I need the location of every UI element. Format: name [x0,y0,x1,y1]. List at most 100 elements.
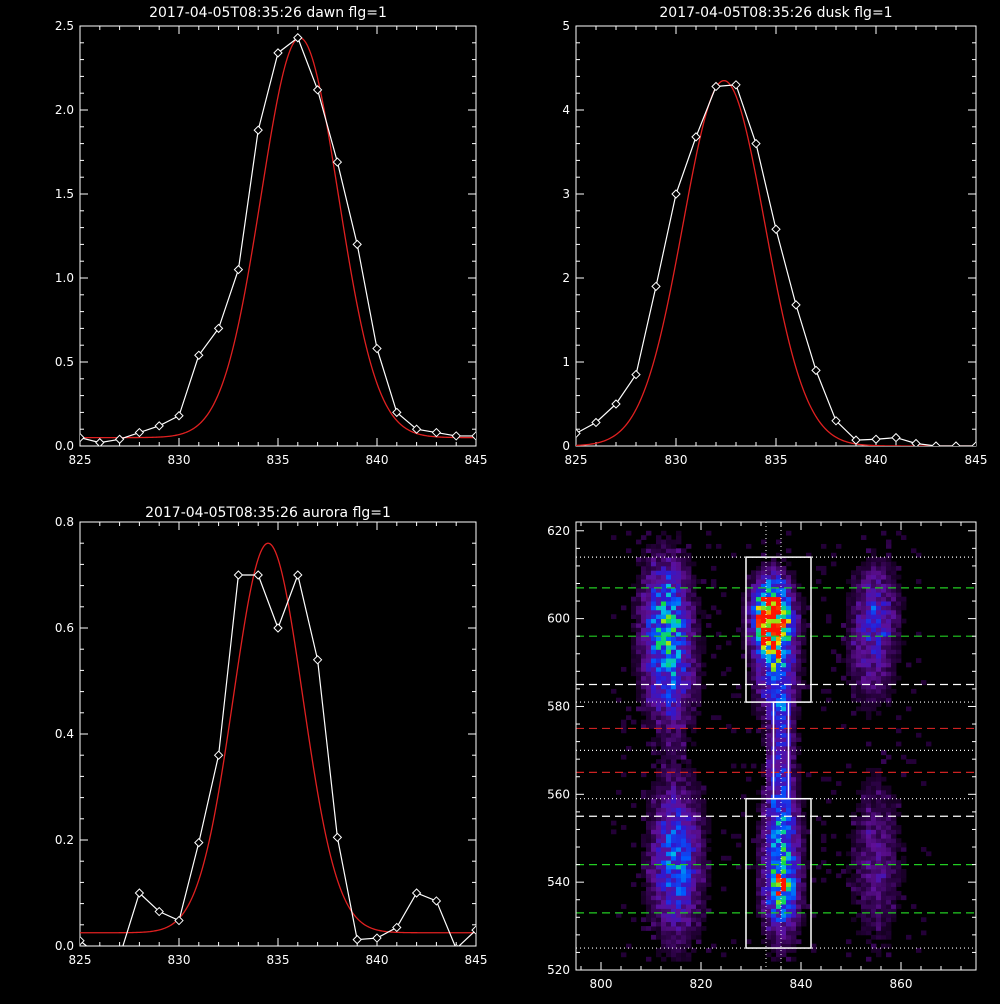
heatmap-pixel [756,908,762,914]
heatmap-pixel [741,618,747,624]
heatmap-pixel [686,855,692,861]
heatmap-pixel [776,943,782,949]
heatmap-pixel [676,811,682,817]
heatmap-pixel [691,702,697,707]
heatmap-pixel [796,631,802,637]
heatmap-pixel [646,860,652,865]
heatmap-pixel [766,719,772,725]
heatmap-pixel [696,671,702,677]
heatmap-pixel [691,948,697,953]
heatmap-pixel [876,781,882,786]
heatmap-pixel [661,776,667,782]
heatmap-pixel [871,579,877,584]
heatmap-pixel [641,680,647,685]
heatmap-pixel [761,921,767,927]
heatmap-pixel [701,614,707,620]
heatmap-pixel [866,574,872,580]
heatmap-pixel [756,609,762,615]
heatmap-pixel [746,631,752,637]
heatmap-pixel [801,601,807,606]
heatmap-pixel [876,890,882,896]
heatmap-pixel [776,565,782,571]
heatmap-pixel [786,838,792,844]
heatmap-pixel [871,552,877,558]
heatmap-pixel [766,921,772,927]
heatmap-pixel [896,644,902,650]
heatmap-pixel [671,952,677,958]
heatmap-pixel [781,767,787,773]
heatmap-pixel [681,908,687,914]
heatmap-pixel [871,565,877,571]
heatmap-pixel [801,811,807,817]
heatmap-pixel [791,702,797,707]
heatmap-pixel [646,956,652,962]
heatmap-pixel [676,574,682,580]
heatmap-pixel [871,934,877,940]
heatmap-pixel [646,899,652,905]
heatmap-pixel [691,829,697,835]
heatmap-pixel [661,772,667,778]
heatmap-pixel [661,662,667,668]
heatmap-pixel [641,702,647,707]
heatmap-pixel [666,847,672,852]
heatmap-pixel [761,574,767,580]
heatmap-pixel [676,847,682,852]
heatmap-pixel [756,693,762,699]
heatmap-pixel [901,855,907,861]
heatmap-pixel [791,706,797,712]
heatmap-pixel [781,952,787,958]
heatmap-pixel [791,754,797,760]
heatmap-pixel [666,877,672,883]
heatmap-pixel [781,697,787,703]
heatmap-pixel [871,688,877,694]
heatmap-pixel [791,772,797,778]
heatmap-pixel [691,724,697,729]
heatmap-pixel [686,561,692,567]
heatmap-pixel [721,671,727,677]
heatmap-pixel [896,605,902,611]
heatmap-pixel [871,680,877,685]
heatmap-pixel [656,952,662,958]
heatmap-pixel [756,851,762,857]
heatmap-pixel [651,543,657,549]
heatmap-pixel [641,587,647,593]
heatmap-pixel [616,697,622,703]
heatmap-pixel [861,666,867,672]
heatmap-pixel [631,658,637,663]
heatmap-pixel [771,934,777,940]
heatmap-pixel [671,539,677,545]
data-point [293,33,303,43]
data-point [411,888,422,898]
heatmap-pixel [671,552,677,558]
heatmap-pixel [646,825,652,830]
x-tick-label: 835 [765,453,788,467]
heatmap-pixel [751,570,757,576]
heatmap-pixel [876,658,882,663]
heatmap-pixel [651,596,657,602]
x-tick-label: 800 [590,977,613,991]
heatmap-pixel [691,917,697,923]
heatmap-pixel [721,952,727,958]
heatmap-pixel [681,873,687,879]
heatmap-pixel [666,715,672,721]
heatmap-pixel [661,684,667,690]
heatmap-pixel [866,741,872,747]
heatmap-pixel [661,921,667,927]
heatmap-pixel [781,693,787,699]
heatmap-pixel [646,807,652,813]
heatmap-pixel [656,908,662,914]
heatmap-pixel [656,934,662,940]
heatmap-pixel [896,868,902,874]
heatmap-pixel [771,829,777,835]
heatmap-pixel [781,702,787,707]
heatmap-pixel [661,807,667,813]
heatmap-pixel [656,868,662,874]
heatmap-pixel [671,851,677,857]
heatmap-pixel [691,715,697,721]
heatmap-pixel [891,868,897,874]
heatmap-pixel [681,574,687,580]
heatmap-pixel [686,592,692,598]
heatmap-pixel [776,587,782,593]
heatmap-pixel [901,868,907,874]
heatmap-pixel [776,873,782,879]
